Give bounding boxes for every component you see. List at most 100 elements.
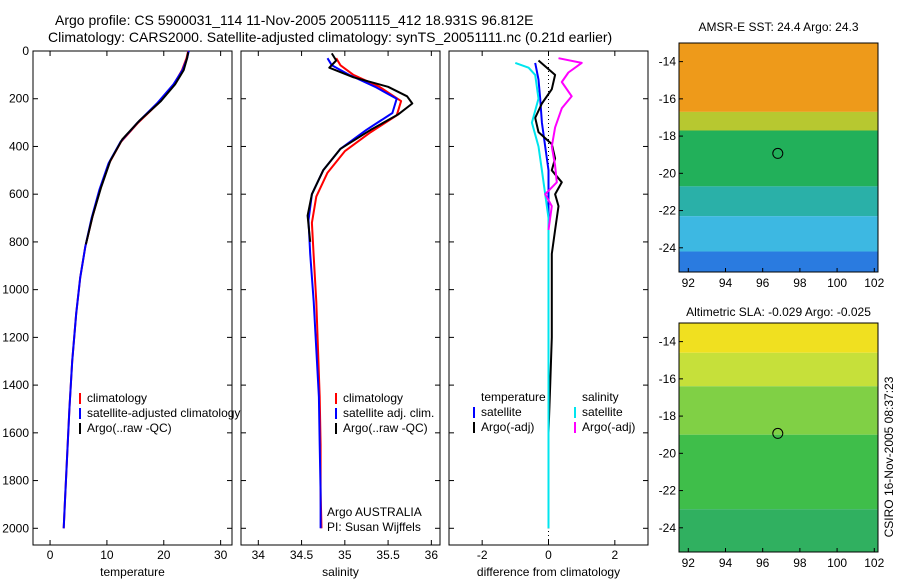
x-tick-label: 92 <box>682 556 696 570</box>
x-tick-label: 35.5 <box>376 548 400 562</box>
x-tick-label: 92 <box>682 276 696 290</box>
x-tick-label: 36 <box>425 548 439 562</box>
map-title: Altimetric SLA: -0.029 Argo: -0.025 <box>686 305 871 319</box>
legend-entry: climatology <box>87 391 147 405</box>
y-tick-label: 0 <box>22 44 29 58</box>
x-tick-label: 98 <box>793 276 807 290</box>
temperature-series-climatology <box>62 50 190 529</box>
x-tick-label: 35 <box>338 548 352 562</box>
y-tick-label: -24 <box>659 521 677 535</box>
legend-entry: satellite <box>481 405 522 419</box>
x-tick-label: 94 <box>719 556 733 570</box>
legend-entry: satellite-adjusted climatology <box>87 406 240 420</box>
x-tick-label: 0 <box>47 548 54 562</box>
argo-float-marker <box>772 147 784 159</box>
y-tick-label: -18 <box>659 129 677 143</box>
y-tick-label: -14 <box>659 55 677 69</box>
y-tick-label: 800 <box>9 235 29 249</box>
x-tick-label: 96 <box>756 556 770 570</box>
map-color-band <box>679 251 878 272</box>
y-tick-label: -14 <box>659 335 677 349</box>
annotation-text: PI: Susan Wijffels <box>327 520 421 534</box>
map-color-band <box>679 434 878 510</box>
sst-map-panel: AMSR-E SST: 24.4 Argo: 24.3 92 94 96 98 100 10… <box>659 20 885 290</box>
x-tick-label: 20 <box>157 548 171 562</box>
x-tick-label: 0 <box>545 548 552 562</box>
y-tick-label: -16 <box>659 92 677 106</box>
y-tick-label: -18 <box>659 409 677 423</box>
sla-map-panel: Altimetric SLA: -0.029 Argo: -0.025 92 94 9… <box>659 305 885 570</box>
map-color-band <box>679 111 878 131</box>
difference-panel: -2 0 2 difference from climatology temperatu… <box>448 50 649 579</box>
x-axis-label: difference from climatology <box>477 565 620 579</box>
y-tick-label: -22 <box>659 484 677 498</box>
temperature-series-argo-raw-qc- <box>84 52 190 245</box>
legend-entry: satellite adj. clim. <box>343 406 434 420</box>
legend-header: salinity <box>582 390 619 404</box>
legend-entry: Argo(..raw -QC) <box>87 421 172 435</box>
map-title: AMSR-E SST: 24.4 Argo: 24.3 <box>698 20 858 34</box>
x-tick-label: 2 <box>611 548 618 562</box>
map-color-band <box>679 216 878 252</box>
timestamp-side-label: CSIRO 16-Nov-2005 08:37:23 <box>882 376 896 537</box>
legend-entry: Argo(-adj) <box>582 420 635 434</box>
y-tick-label: 1800 <box>2 474 29 488</box>
legend-header: temperature <box>481 390 546 404</box>
salinity-series-climatology <box>310 57 403 529</box>
y-tick-label: 2000 <box>2 521 29 535</box>
difference-series-salinity-satellite <box>514 61 550 529</box>
legend-entry: climatology <box>343 391 403 405</box>
map-color-band <box>679 509 878 552</box>
map-color-band <box>679 186 878 217</box>
map-color-band <box>679 43 878 112</box>
y-tick-label: -20 <box>659 166 677 180</box>
x-tick-label: 10 <box>100 548 114 562</box>
temperature-frame <box>32 50 233 546</box>
x-tick-label: 34.5 <box>290 548 314 562</box>
legend-entry: Argo(..raw -QC) <box>343 421 428 435</box>
annotation-text: Argo AUSTRALIA <box>327 505 422 519</box>
x-tick-label: 96 <box>756 276 770 290</box>
legend-entry: Argo(-adj) <box>481 420 534 434</box>
argo-float-marker <box>772 427 784 439</box>
y-tick-label: -24 <box>659 241 677 255</box>
x-tick-label: 100 <box>827 276 847 290</box>
y-tick-label: 1200 <box>2 330 29 344</box>
y-tick-label: -16 <box>659 372 677 386</box>
y-tick-label: -20 <box>659 446 677 460</box>
salinity-panel: 34 34.5 35 35.5 36 salinity climatologysatelli… <box>240 50 441 579</box>
salinity-frame <box>240 50 441 546</box>
x-axis-label: temperature <box>100 565 165 579</box>
y-tick-label: 1400 <box>2 378 29 392</box>
figure-title-line1: Argo profile: CS 5900031_114 11-Nov-2005… <box>55 12 534 28</box>
map-color-band <box>679 352 878 387</box>
legend-entry: satellite <box>582 405 623 419</box>
y-tick-label: -22 <box>659 204 677 218</box>
map-color-band <box>679 386 878 435</box>
x-tick-label: 102 <box>864 276 884 290</box>
figure-title-line2: Climatology: CARS2000. Satellite-adjuste… <box>48 29 613 45</box>
x-tick-label: 34 <box>252 548 266 562</box>
x-tick-label: 102 <box>864 556 884 570</box>
temperature-series-satellite-adjusted-climatology <box>62 50 190 529</box>
map-color-band <box>679 323 878 353</box>
y-tick-label: 200 <box>9 92 29 106</box>
difference-series-salinity-argo-adj- <box>544 57 583 231</box>
x-tick-label: 100 <box>827 556 847 570</box>
map-frame <box>678 322 879 553</box>
temperature-panel: 0 10 20 30 0 200 400 600 800 1000 1200 1400 1600 1800… <box>2 44 240 579</box>
salinity-series-satellite-adj-clim- <box>307 57 398 529</box>
salinity-series-argo-raw-qc- <box>306 52 414 242</box>
difference-series-temperature-argo-adj- <box>534 59 563 529</box>
x-tick-label: -2 <box>477 548 488 562</box>
y-tick-label: 1000 <box>2 283 29 297</box>
x-tick-label: 94 <box>719 276 733 290</box>
y-tick-label: 1600 <box>2 426 29 440</box>
map-frame <box>678 42 879 273</box>
x-tick-label: 30 <box>214 548 228 562</box>
x-axis-label: salinity <box>322 565 359 579</box>
y-tick-label: 400 <box>9 139 29 153</box>
y-tick-label: 600 <box>9 187 29 201</box>
x-tick-label: 98 <box>793 556 807 570</box>
